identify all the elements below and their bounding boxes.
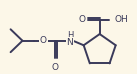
Text: H: H — [67, 31, 73, 40]
Text: N: N — [67, 38, 73, 47]
Text: O: O — [52, 63, 59, 72]
Text: O: O — [79, 15, 86, 24]
Text: O: O — [40, 36, 47, 45]
Text: OH: OH — [115, 15, 128, 24]
